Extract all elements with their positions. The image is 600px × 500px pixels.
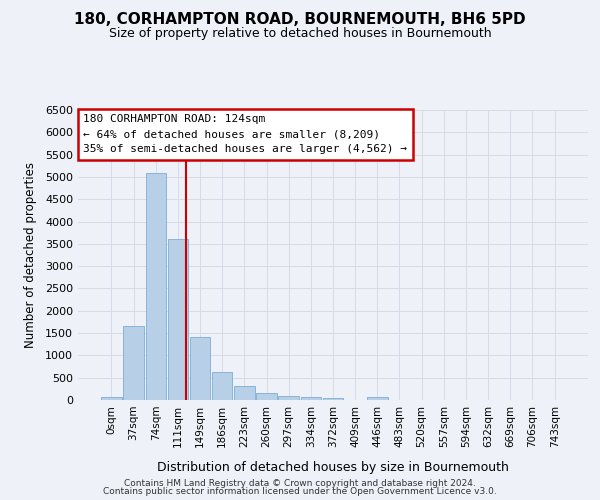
Y-axis label: Number of detached properties: Number of detached properties bbox=[23, 162, 37, 348]
Text: Contains public sector information licensed under the Open Government Licence v3: Contains public sector information licen… bbox=[103, 487, 497, 496]
Text: 180 CORHAMPTON ROAD: 124sqm
← 64% of detached houses are smaller (8,209)
35% of : 180 CORHAMPTON ROAD: 124sqm ← 64% of det… bbox=[83, 114, 407, 154]
Bar bbox=[146, 174, 166, 400]
Bar bbox=[278, 396, 299, 400]
Bar bbox=[256, 393, 277, 400]
Bar bbox=[367, 398, 388, 400]
Bar bbox=[124, 326, 144, 400]
Bar bbox=[167, 240, 188, 400]
Text: Contains HM Land Registry data © Crown copyright and database right 2024.: Contains HM Land Registry data © Crown c… bbox=[124, 478, 476, 488]
Bar bbox=[101, 397, 122, 400]
Bar bbox=[190, 337, 210, 400]
Bar bbox=[323, 398, 343, 400]
Bar bbox=[234, 386, 254, 400]
Text: Size of property relative to detached houses in Bournemouth: Size of property relative to detached ho… bbox=[109, 28, 491, 40]
Bar bbox=[301, 398, 321, 400]
Bar bbox=[212, 372, 232, 400]
X-axis label: Distribution of detached houses by size in Bournemouth: Distribution of detached houses by size … bbox=[157, 461, 509, 474]
Text: 180, CORHAMPTON ROAD, BOURNEMOUTH, BH6 5PD: 180, CORHAMPTON ROAD, BOURNEMOUTH, BH6 5… bbox=[74, 12, 526, 28]
